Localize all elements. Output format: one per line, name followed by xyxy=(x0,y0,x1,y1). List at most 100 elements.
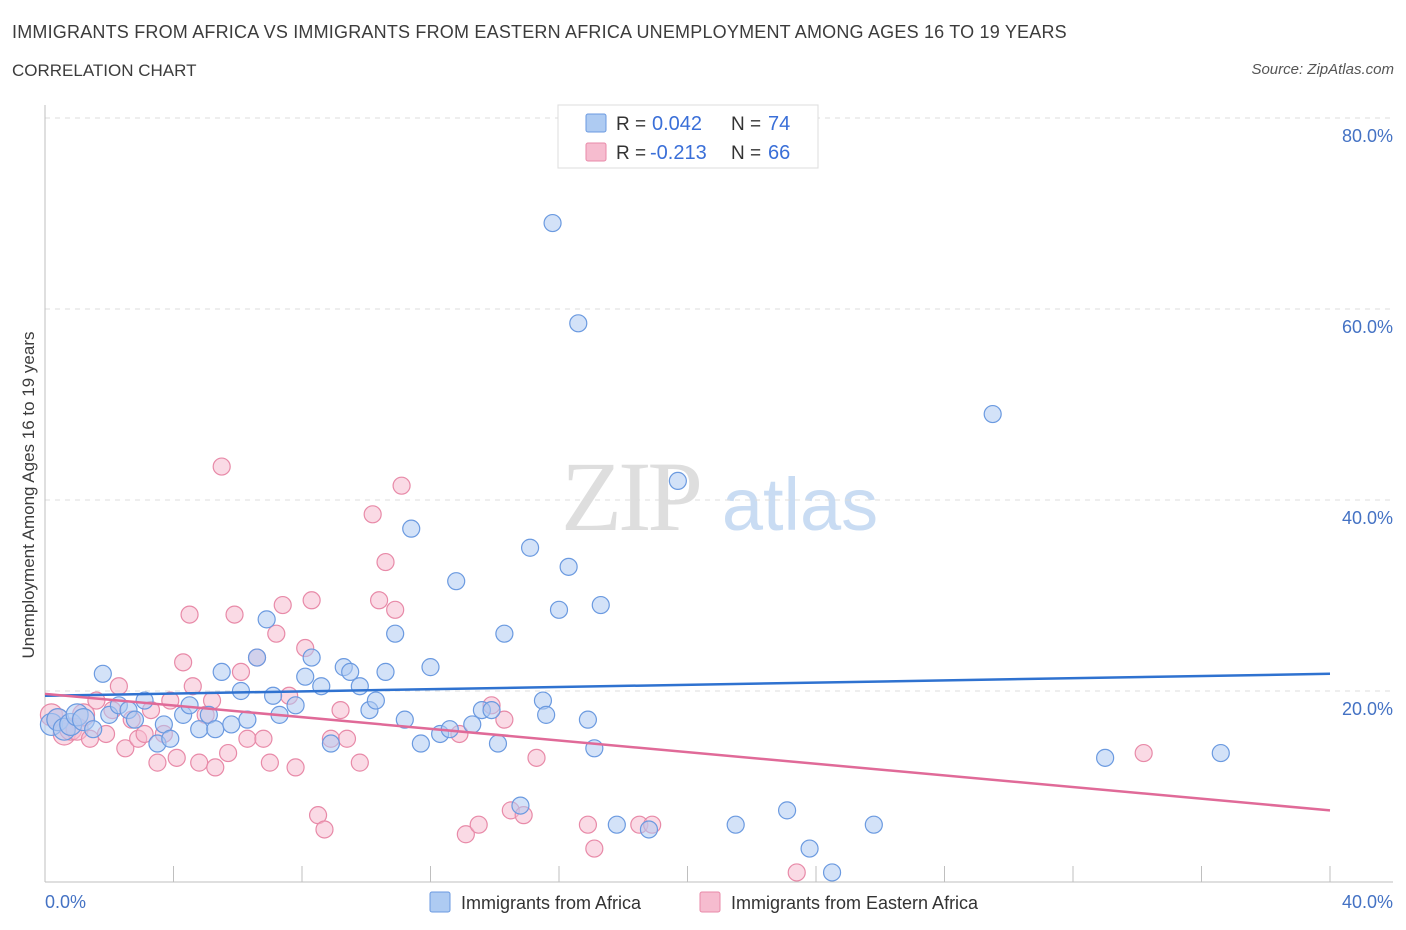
y-tick-label: 40.0% xyxy=(1342,508,1393,528)
data-point-blue xyxy=(822,863,842,882)
data-point-blue xyxy=(321,734,341,753)
data-point-blue xyxy=(421,658,440,677)
trend-lines xyxy=(44,672,1331,812)
y-tick-label: 60.0% xyxy=(1342,317,1393,337)
data-point-blue xyxy=(447,572,466,591)
data-point-blue xyxy=(161,729,180,748)
data-point-blue xyxy=(1096,748,1115,767)
data-point-blue xyxy=(1211,743,1230,763)
data-point-blue xyxy=(411,734,430,753)
data-point-blue xyxy=(549,600,569,619)
data-point-blue xyxy=(559,557,578,576)
data-point-pink xyxy=(315,820,334,839)
data-point-blue xyxy=(639,820,659,839)
data-point-blue xyxy=(263,686,283,705)
legend-bottom-label-blue: Immigrants from Africa xyxy=(461,893,642,913)
data-point-pink xyxy=(495,710,514,729)
data-point-pink xyxy=(1134,743,1153,763)
data-point-blue xyxy=(386,624,405,643)
legend-bottom-swatch-blue xyxy=(429,891,451,913)
data-point-pink xyxy=(376,552,395,572)
watermark-atlas: atlas xyxy=(722,463,878,546)
watermark: ZIP atlas xyxy=(561,441,878,552)
data-point-blue xyxy=(777,801,797,820)
data-point-blue xyxy=(376,662,395,682)
watermark-zip: ZIP xyxy=(561,441,699,552)
data-point-blue xyxy=(800,839,819,858)
data-point-pink xyxy=(167,748,186,767)
legend-n-value-pink: 66 xyxy=(768,142,790,164)
data-point-pink xyxy=(527,748,546,767)
data-point-blue xyxy=(463,715,482,734)
data-point-blue xyxy=(125,710,145,729)
data-point-blue xyxy=(537,705,556,724)
data-point-blue xyxy=(569,314,588,333)
data-point-pink xyxy=(109,677,128,696)
data-point-blue xyxy=(578,710,598,729)
data-point-blue xyxy=(488,734,508,753)
trend-line-blue xyxy=(44,672,1331,698)
legend-r-label-blue: R = xyxy=(616,114,646,135)
data-point-pink xyxy=(286,758,305,777)
data-point-pink xyxy=(254,729,273,748)
grid-lines xyxy=(45,117,1393,692)
y-tick-label: 80.0% xyxy=(1342,126,1393,146)
data-point-pink xyxy=(116,739,135,758)
legend-r-value-pink: -0.213 xyxy=(650,142,707,164)
stats-legend: R = 0.042 N = 74 R = -0.213 N = 66 xyxy=(557,104,819,169)
data-point-blue xyxy=(286,696,305,715)
data-point-pink xyxy=(219,743,238,763)
data-point-pink xyxy=(174,653,193,672)
data-point-blue xyxy=(395,710,414,729)
data-point-blue xyxy=(520,538,540,557)
legend-bottom-swatch-pink xyxy=(699,891,721,913)
data-point-pink xyxy=(183,677,202,696)
data-point-blue xyxy=(366,691,385,710)
data-point-pink xyxy=(370,591,389,610)
data-point-blue xyxy=(864,815,883,834)
data-point-pink xyxy=(206,758,225,777)
legend-n-label-pink: N = xyxy=(731,143,761,164)
data-point-pink xyxy=(386,600,405,619)
data-point-pink xyxy=(350,753,369,772)
legend-r-label-pink: R = xyxy=(616,143,646,164)
data-point-blue xyxy=(206,720,225,739)
data-point-pink xyxy=(231,662,251,682)
data-point-pink xyxy=(469,815,488,834)
data-point-pink xyxy=(225,605,244,624)
data-point-pink xyxy=(260,753,279,772)
legend-n-value-blue: 74 xyxy=(768,113,790,135)
legend-r-value-blue: 0.042 xyxy=(652,113,702,135)
data-point-blue xyxy=(84,720,103,739)
data-point-pink xyxy=(578,815,598,834)
data-point-pink xyxy=(190,753,209,772)
trend-line-pink xyxy=(44,692,1331,812)
data-point-blue xyxy=(296,667,315,686)
data-point-pink xyxy=(787,863,806,882)
data-point-pink xyxy=(363,505,382,524)
data-point-blue xyxy=(482,700,501,720)
data-point-blue xyxy=(247,648,267,667)
data-point-blue xyxy=(495,624,514,643)
tick-labels: 20.0% 40.0% 60.0% 80.0% 0.0% 40.0% xyxy=(45,126,1393,912)
data-point-blue xyxy=(190,720,209,739)
data-point-blue xyxy=(591,595,610,615)
source-credit: Source: ZipAtlas.com xyxy=(1251,61,1394,78)
data-point-blue xyxy=(607,815,626,834)
data-point-blue xyxy=(726,815,745,834)
y-tick-label: 20.0% xyxy=(1342,699,1393,719)
data-point-pink xyxy=(267,624,286,643)
data-point-pink xyxy=(331,700,350,720)
chart-subtitle: CORRELATION CHART xyxy=(12,61,197,80)
chart-title: IMMIGRANTS FROM AFRICA VS IMMIGRANTS FRO… xyxy=(12,22,1067,42)
data-point-blue xyxy=(341,662,360,682)
x-tick-label-max: 40.0% xyxy=(1342,892,1393,912)
series-legend: Immigrants from Africa Immigrants from E… xyxy=(429,891,979,913)
data-point-blue xyxy=(135,691,154,710)
y-axis-label: Unemployment Among Ages 16 to 19 years xyxy=(19,332,38,659)
data-point-pink xyxy=(456,825,475,844)
data-point-blue xyxy=(231,681,251,701)
legend-n-label-blue: N = xyxy=(731,114,761,135)
data-point-blue xyxy=(350,677,369,696)
